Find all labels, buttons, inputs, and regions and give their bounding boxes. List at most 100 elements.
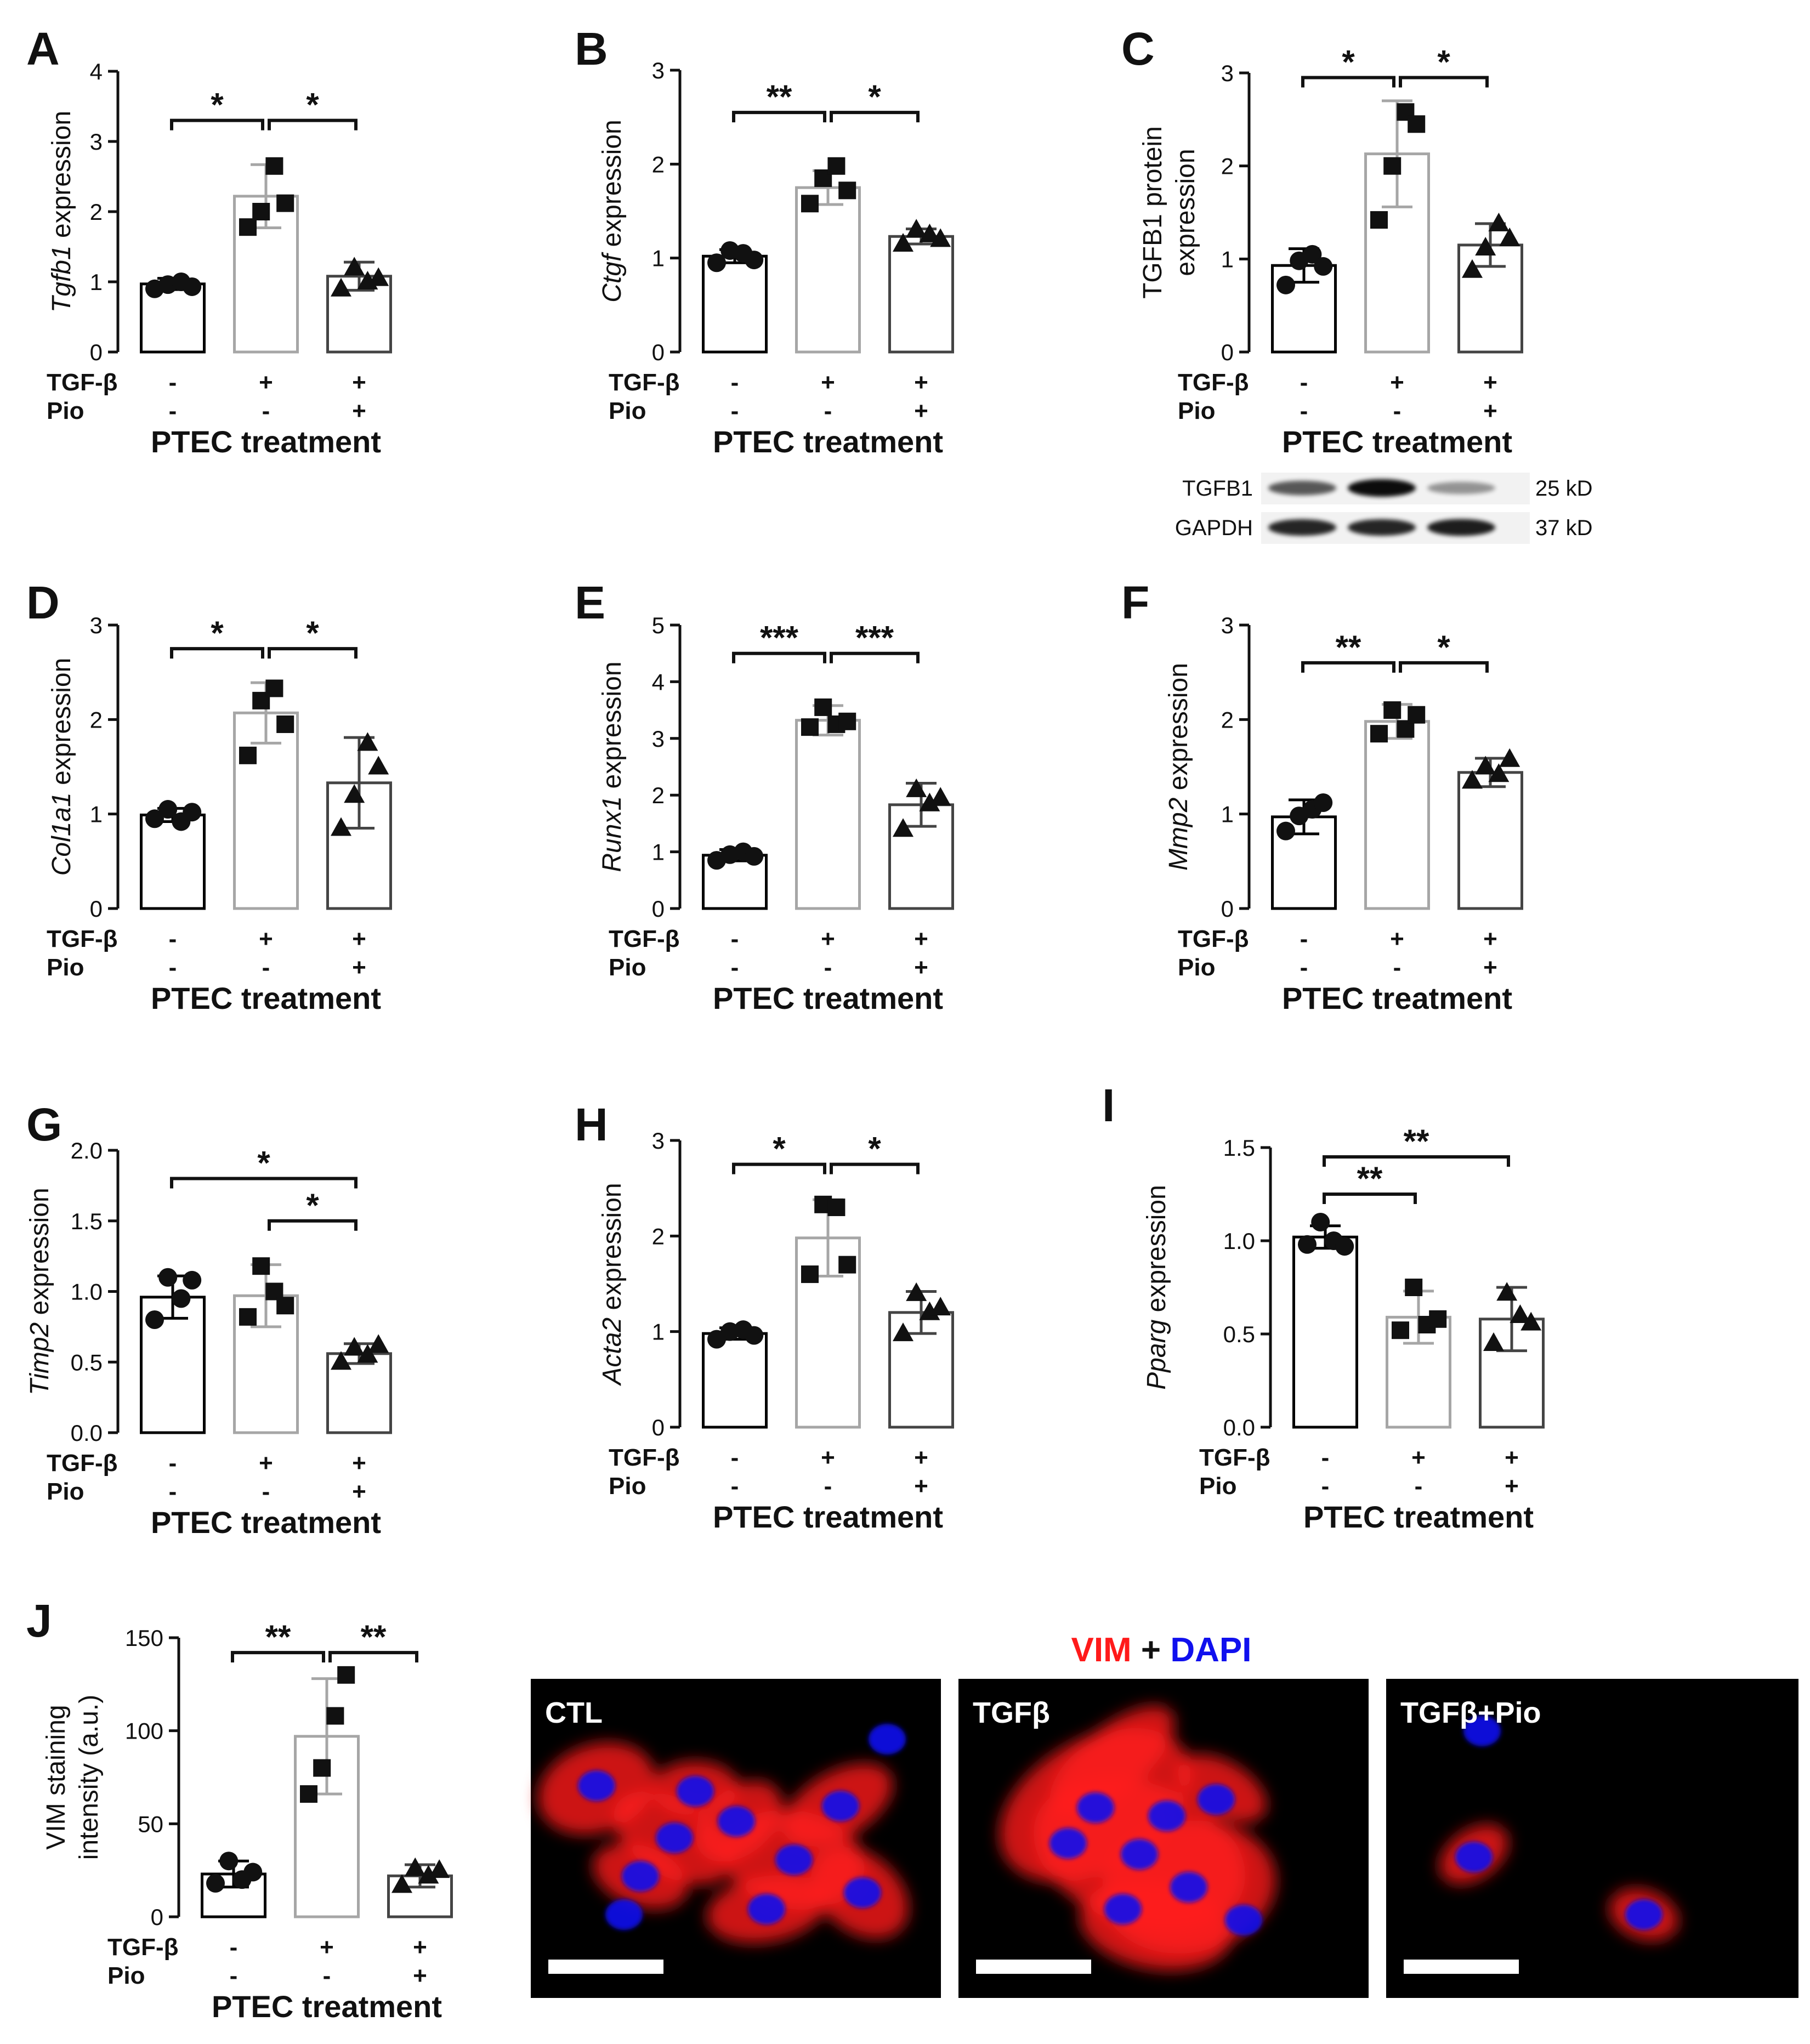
data-point: [368, 267, 389, 286]
condition-row-label: Pio: [47, 398, 84, 424]
significance-bracket: [1399, 76, 1489, 88]
data-point: [745, 847, 764, 866]
condition-symbol: +: [352, 398, 366, 424]
nucleus: [656, 1822, 693, 1853]
condition-row-label: TGF-β: [47, 369, 118, 396]
significance-label: **: [767, 78, 792, 115]
micrograph-2: TGFβ+Pio: [1386, 1679, 1798, 1998]
data-point: [418, 1865, 439, 1884]
significance-bracket: [268, 118, 358, 130]
chart-panel-g: G 0.0 0.5 1.0 1.5 2.0 Timp2 expression * * TGF-β -…: [25, 1099, 392, 1540]
y-tick-label: 0: [652, 1415, 665, 1440]
y-tick-label: 0: [151, 1904, 163, 1930]
significance-label: *: [1437, 629, 1450, 666]
bar-0: [1292, 1235, 1358, 1429]
data-point: [1298, 1235, 1317, 1254]
significance-bracket: [830, 1162, 920, 1174]
y-axis-label: Timp2 expression: [25, 1188, 54, 1395]
y-tick-label: 3: [90, 612, 103, 638]
data-point: [1383, 157, 1402, 175]
x-axis-label: PTEC treatment: [1282, 981, 1512, 1015]
nucleus: [718, 1806, 755, 1837]
nucleus: [1625, 1899, 1663, 1930]
data-point: [919, 223, 940, 242]
data-point: [930, 1297, 951, 1316]
blot-band: [1348, 479, 1416, 497]
condition-symbol: -: [1415, 1473, 1423, 1500]
y-axis-label-rest: expression: [598, 661, 627, 796]
blot-band: [1268, 519, 1336, 536]
y-tick-label: 2: [652, 1223, 665, 1249]
significance-label: *: [306, 615, 319, 651]
condition-symbol: -: [1300, 369, 1308, 396]
y-tick-label: 1: [652, 839, 665, 865]
data-point: [1510, 1304, 1531, 1323]
condition-row-label: Pio: [47, 954, 84, 981]
condition-symbol: -: [262, 1478, 270, 1505]
y-tick-label: 0: [1221, 339, 1234, 365]
significance-label: ***: [855, 620, 894, 656]
micrograph-0: CTL: [531, 1679, 941, 1998]
condition-symbol: -: [169, 954, 177, 981]
condition-symbol: +: [821, 369, 835, 396]
nucleus: [1198, 1784, 1235, 1815]
western-blot: TGFB1 25 kD GAPDH 37 kD: [1175, 473, 1593, 544]
significance-label: ***: [760, 620, 799, 656]
micrograph-label: TGFβ: [973, 1696, 1050, 1729]
nucleus: [748, 1894, 785, 1924]
y-axis-label-gene: Runx1: [598, 796, 627, 872]
y-tick-label: 1: [1221, 246, 1234, 272]
data-point: [357, 1344, 378, 1363]
condition-symbol: +: [1483, 398, 1497, 424]
y-tick-label: 3: [652, 58, 665, 83]
condition-symbol: +: [352, 1478, 366, 1505]
bar-0: [140, 813, 206, 910]
y-axis-label: Col1a1 expression: [47, 658, 76, 876]
condition-row-label: TGF-β: [107, 1934, 179, 1961]
title-vim: VIM: [1071, 1631, 1131, 1669]
data-point: [838, 1256, 856, 1274]
y-axis-label: intensity (a.u.): [75, 1695, 104, 1860]
data-point: [906, 1282, 927, 1301]
y-tick-label: 1: [652, 246, 665, 271]
condition-symbol: +: [914, 1473, 928, 1500]
y-tick-label: 5: [652, 612, 665, 638]
significance-bracket: [1399, 661, 1489, 673]
condition-row-label: TGF-β: [609, 1444, 680, 1471]
y-axis-label: expression: [1171, 149, 1200, 276]
condition-symbol: -: [1321, 1473, 1330, 1500]
significance-label: *: [773, 1131, 786, 1167]
condition-symbol: -: [230, 1934, 238, 1961]
y-axis-label-gene: Pparg: [1142, 1319, 1171, 1389]
condition-symbol: +: [914, 954, 928, 981]
cell-body: [1049, 1705, 1174, 1817]
data-point: [1488, 763, 1510, 782]
panel-letter: I: [1102, 1080, 1115, 1131]
y-tick-label: 0: [1221, 896, 1234, 922]
data-point: [243, 1863, 263, 1882]
data-point: [1499, 228, 1520, 247]
data-point: [801, 1265, 819, 1284]
condition-symbol: -: [824, 1473, 832, 1500]
condition-symbol: +: [259, 369, 273, 396]
y-tick-label: 3: [652, 726, 665, 752]
y-axis-label-gene: Col1a1: [47, 792, 76, 876]
nucleus: [605, 1899, 643, 1930]
nucleus: [1170, 1872, 1207, 1903]
condition-symbol: -: [824, 954, 832, 981]
data-point: [801, 718, 819, 736]
significance-bracket: [732, 1162, 826, 1174]
y-tick-label: 0: [652, 339, 665, 365]
microscopy-title: VIM + DAPI: [1071, 1631, 1251, 1669]
data-point: [337, 1666, 355, 1684]
data-point: [1276, 821, 1295, 841]
y-tick-label: 50: [138, 1811, 163, 1837]
data-point: [252, 1257, 270, 1275]
significance-bracket: [268, 1219, 358, 1231]
y-tick-label: 1: [1221, 802, 1234, 827]
data-point: [893, 232, 913, 252]
data-point: [906, 219, 927, 238]
condition-symbol: +: [914, 398, 928, 424]
